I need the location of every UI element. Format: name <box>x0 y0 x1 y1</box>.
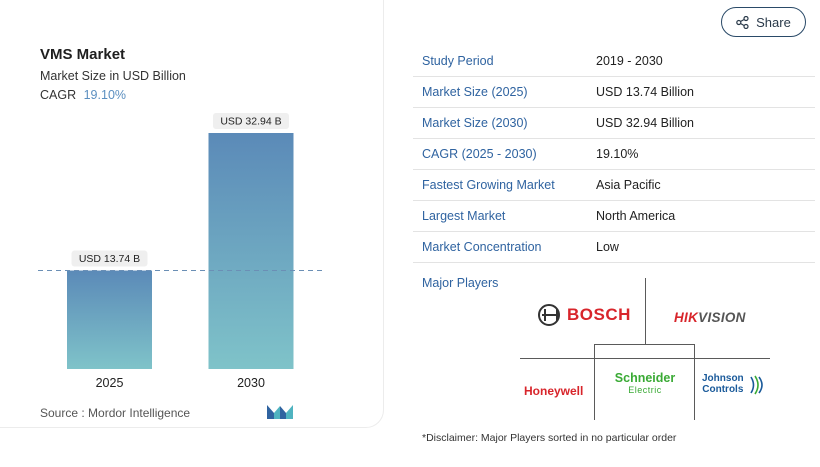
x-tick-label: 2030 <box>237 376 265 390</box>
chart-subtitle: Market Size in USD Billion <box>40 69 186 83</box>
stat-value: 19.10% <box>596 147 639 161</box>
cagr-value: 19.10% <box>83 88 127 102</box>
stat-key: Market Size (2025) <box>422 85 528 99</box>
x-tick-label: 2025 <box>96 376 124 390</box>
disclaimer-note: *Disclaimer: Major Players sorted in no … <box>422 432 677 444</box>
stat-value: USD 32.94 Billion <box>596 116 694 130</box>
stat-row: CAGR (2025 - 2030) 19.10% <box>413 139 815 170</box>
hikvision-wordmark-grey: VISION <box>698 310 746 325</box>
controls-word: Controls <box>702 383 744 395</box>
stat-row: Market Concentration Low <box>413 232 815 263</box>
cagr-label: CAGR <box>40 88 77 102</box>
stat-key: Largest Market <box>422 209 506 223</box>
major-players-title: Major Players <box>422 276 499 290</box>
hikvision-wordmark-red: HIK <box>674 310 699 325</box>
source-note: Source : Mordor Intelligence <box>40 406 191 420</box>
data-label-background <box>213 113 289 129</box>
johnson-controls-wordmark: Johnson Controls <box>702 373 744 395</box>
stat-row: Study Period 2019 - 2030 <box>413 46 815 77</box>
stat-row: Largest Market North America <box>413 201 815 232</box>
bar-2030 <box>208 133 294 369</box>
market-chart-card: VMS Market Market Size in USD Billion CA… <box>0 0 384 428</box>
stat-key: Fastest Growing Market <box>422 178 555 192</box>
grid-divider <box>594 344 695 345</box>
share-button[interactable]: Share <box>721 7 806 37</box>
chart-title: VMS Market <box>40 46 126 63</box>
share-label: Share <box>756 14 791 30</box>
grid-divider <box>645 278 646 344</box>
stat-row: Market Size (2025) USD 13.74 Billion <box>413 77 815 108</box>
stat-value: USD 13.74 Billion <box>596 85 694 99</box>
grid-divider <box>694 344 695 420</box>
data-label-background <box>71 250 148 267</box>
stat-key: Market Concentration <box>422 240 542 254</box>
market-stats-table: Study Period 2019 - 2030 Market Size (20… <box>413 46 815 263</box>
johnson-word: Johnson <box>702 373 744 384</box>
stat-key: CAGR (2025 - 2030) <box>422 147 537 161</box>
stat-row: Fastest Growing Market Asia Pacific <box>413 170 815 201</box>
bosch-armature-icon <box>538 304 560 326</box>
johnson-controls-swirl-icon <box>749 375 763 394</box>
data-label: USD 13.74 B <box>79 253 140 265</box>
schneider-wordmark: Schneider <box>614 371 676 385</box>
bosch-logo: BOSCH <box>538 304 631 326</box>
stat-key: Study Period <box>422 54 494 68</box>
stat-value: Low <box>596 240 619 254</box>
honeywell-logo: Honeywell <box>524 384 584 398</box>
bosch-wordmark: BOSCH <box>567 305 631 324</box>
grid-divider <box>594 344 595 420</box>
johnson-controls-logo: Johnson Controls <box>702 373 766 395</box>
grid-divider <box>520 358 770 359</box>
electric-wordmark: Electric <box>628 384 662 395</box>
hikvision-logo: HIKVISION <box>674 310 746 325</box>
stat-value: North America <box>596 209 676 223</box>
stat-key: Market Size (2030) <box>422 116 528 130</box>
stat-row: Market Size (2030) USD 32.94 Billion <box>413 108 815 139</box>
schneider-electric-logo: Schneider Electric <box>612 372 678 395</box>
bar-2025 <box>67 270 152 369</box>
share-icon <box>736 15 749 29</box>
stat-value: 2019 - 2030 <box>596 54 663 68</box>
bar-chart: USD 13.74 B 2025 USD 32.94 B 2030 <box>38 113 323 390</box>
cagr-summary: CAGR 19.10% <box>40 88 126 102</box>
mordor-intelligence-logo <box>267 405 293 419</box>
data-label: USD 32.94 B <box>220 116 281 128</box>
stat-value: Asia Pacific <box>596 178 661 192</box>
